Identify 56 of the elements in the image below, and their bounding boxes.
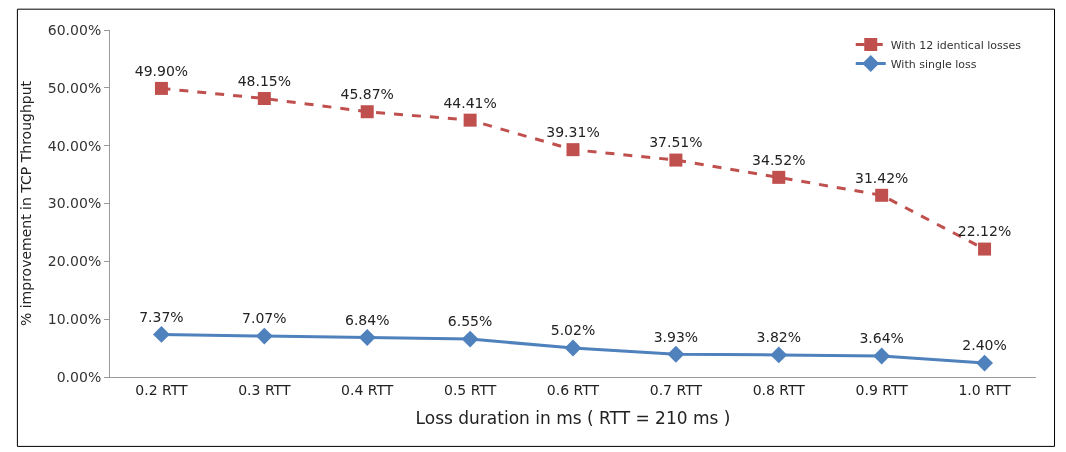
- data-label: 48.15%: [237, 72, 292, 89]
- point: [978, 242, 992, 256]
- point: [463, 113, 477, 127]
- x-tick-label: 0.9 RTT: [855, 381, 909, 398]
- data-label: 3.93%: [653, 328, 699, 345]
- x-tick-label: 0.4 RTT: [341, 381, 394, 398]
- x-tick-label: 0.7 RTT: [649, 381, 703, 398]
- data-label: 5.02%: [550, 322, 596, 339]
- x-tick-label: 1.0 RTT: [958, 381, 1012, 398]
- point: [770, 346, 788, 364]
- data-label: 34.52%: [752, 151, 806, 168]
- data-label: 7.07%: [242, 310, 287, 327]
- data-label: 44.41%: [443, 94, 497, 111]
- point: [669, 153, 683, 167]
- point: [976, 354, 994, 372]
- data-label: 7.37%: [139, 308, 184, 325]
- y-tick-label: 0.00%: [56, 368, 102, 385]
- y-tick-label: 20.00%: [47, 253, 102, 270]
- data-label: 6.55%: [447, 313, 493, 330]
- data-label: 22.12%: [957, 223, 1012, 240]
- data-label: 6.84%: [344, 311, 390, 328]
- y-tick-label: 50.00%: [47, 79, 102, 96]
- point: [875, 188, 889, 202]
- point: [358, 328, 376, 346]
- point: [667, 345, 685, 363]
- x-tick-label: 0.6 RTT: [546, 381, 600, 398]
- legend-label: With single loss: [890, 57, 977, 71]
- y-axis-title: % improvement in TCP Throughput: [18, 80, 35, 327]
- data-label: 3.82%: [756, 329, 802, 346]
- x-tick-label: 0.8 RTT: [752, 381, 806, 398]
- y-tick-label: 30.00%: [47, 195, 102, 212]
- point: [154, 81, 168, 95]
- x-axis-title: Loss duration in ms ( RTT = 210 ms ): [415, 408, 731, 429]
- data-label: 45.87%: [340, 86, 394, 103]
- point: [461, 330, 479, 348]
- legend-label: With 12 identical losses: [890, 38, 1022, 52]
- data-label: 31.42%: [854, 169, 909, 186]
- point: [772, 170, 786, 184]
- point: [360, 105, 374, 119]
- point: [566, 143, 580, 157]
- y-tick-label: 60.00%: [47, 21, 102, 38]
- data-label: 37.51%: [649, 134, 703, 151]
- point: [873, 347, 891, 365]
- point: [255, 327, 273, 345]
- data-label: 49.90%: [134, 62, 189, 79]
- data-label: 2.40%: [962, 337, 1007, 354]
- x-tick-label: 0.3 RTT: [238, 381, 291, 398]
- point: [152, 325, 170, 343]
- point: [257, 92, 271, 106]
- y-tick-label: 40.00%: [47, 137, 102, 154]
- data-label: 39.31%: [546, 124, 600, 141]
- data-label: 3.64%: [859, 330, 904, 347]
- y-tick-label: 10.00%: [47, 311, 102, 328]
- x-tick-label: 0.5 RTT: [443, 381, 497, 398]
- x-tick-label: 0.2 RTT: [135, 381, 189, 398]
- point: [564, 339, 582, 357]
